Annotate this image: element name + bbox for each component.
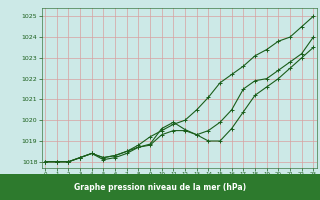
Text: Graphe pression niveau de la mer (hPa): Graphe pression niveau de la mer (hPa) [74,182,246,192]
